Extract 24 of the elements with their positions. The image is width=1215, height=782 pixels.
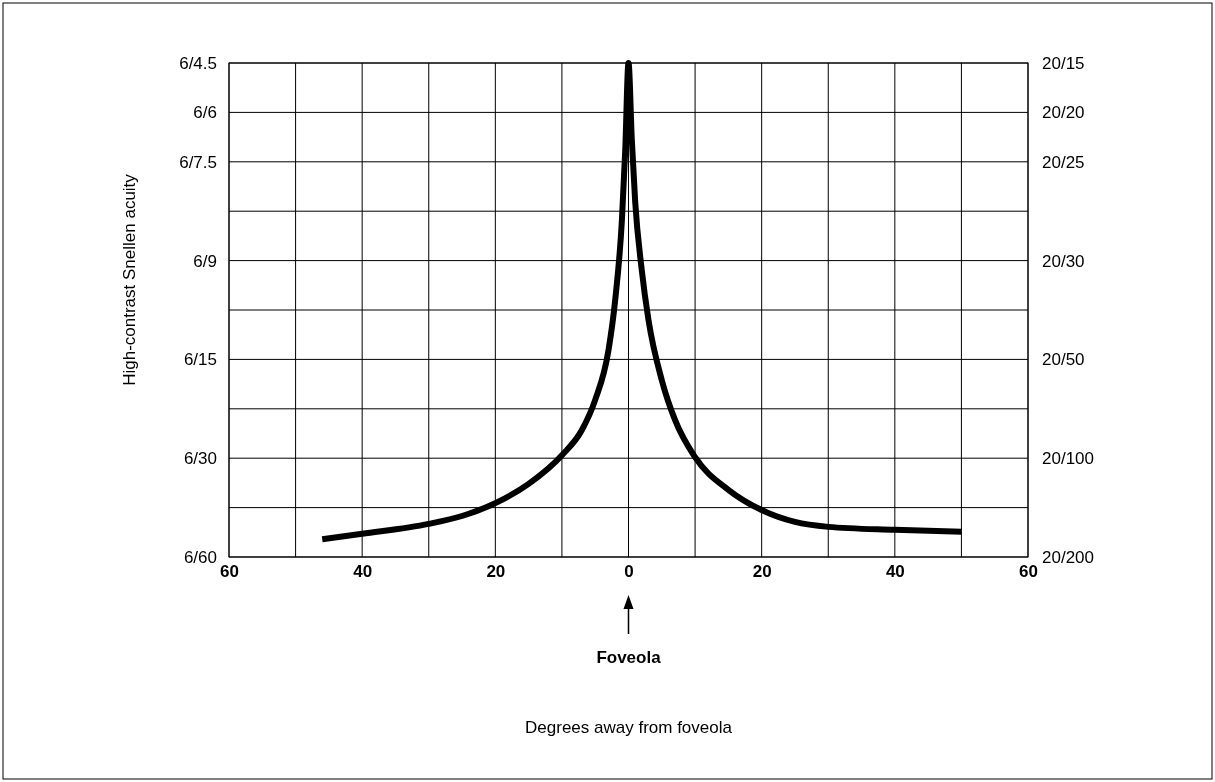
text: 20/25 [1042, 152, 1085, 172]
x-tick-label: 20 [752, 562, 772, 582]
text: 20/200 [1042, 547, 1094, 567]
text: Degrees away from foveola [525, 718, 733, 737]
text: 20/15 [1042, 53, 1085, 73]
y-axis-title: High-contrast Snellen acuity [120, 173, 139, 386]
text: 6/7.5 [179, 152, 217, 172]
x-tick-label: 40 [885, 562, 905, 582]
text: 6/6 [193, 103, 217, 123]
text: 6/30 [183, 449, 217, 469]
text: 20/20 [1042, 103, 1085, 123]
text: 6/4.5 [179, 53, 217, 73]
x-tick-label: 40 [353, 562, 373, 582]
text: 20/50 [1042, 350, 1085, 370]
x-tick-label: 0 [624, 562, 634, 582]
x-tick-label: 20 [486, 562, 506, 582]
text: 6/9 [193, 251, 217, 271]
x-tick-label: 60 [220, 562, 239, 582]
text: 6/60 [183, 547, 217, 567]
text: 6/15 [183, 350, 217, 370]
text: 20/100 [1042, 449, 1094, 469]
text: Foveola [596, 648, 662, 667]
x-tick-label: 60 [1019, 562, 1038, 582]
text: 20/30 [1042, 251, 1085, 271]
